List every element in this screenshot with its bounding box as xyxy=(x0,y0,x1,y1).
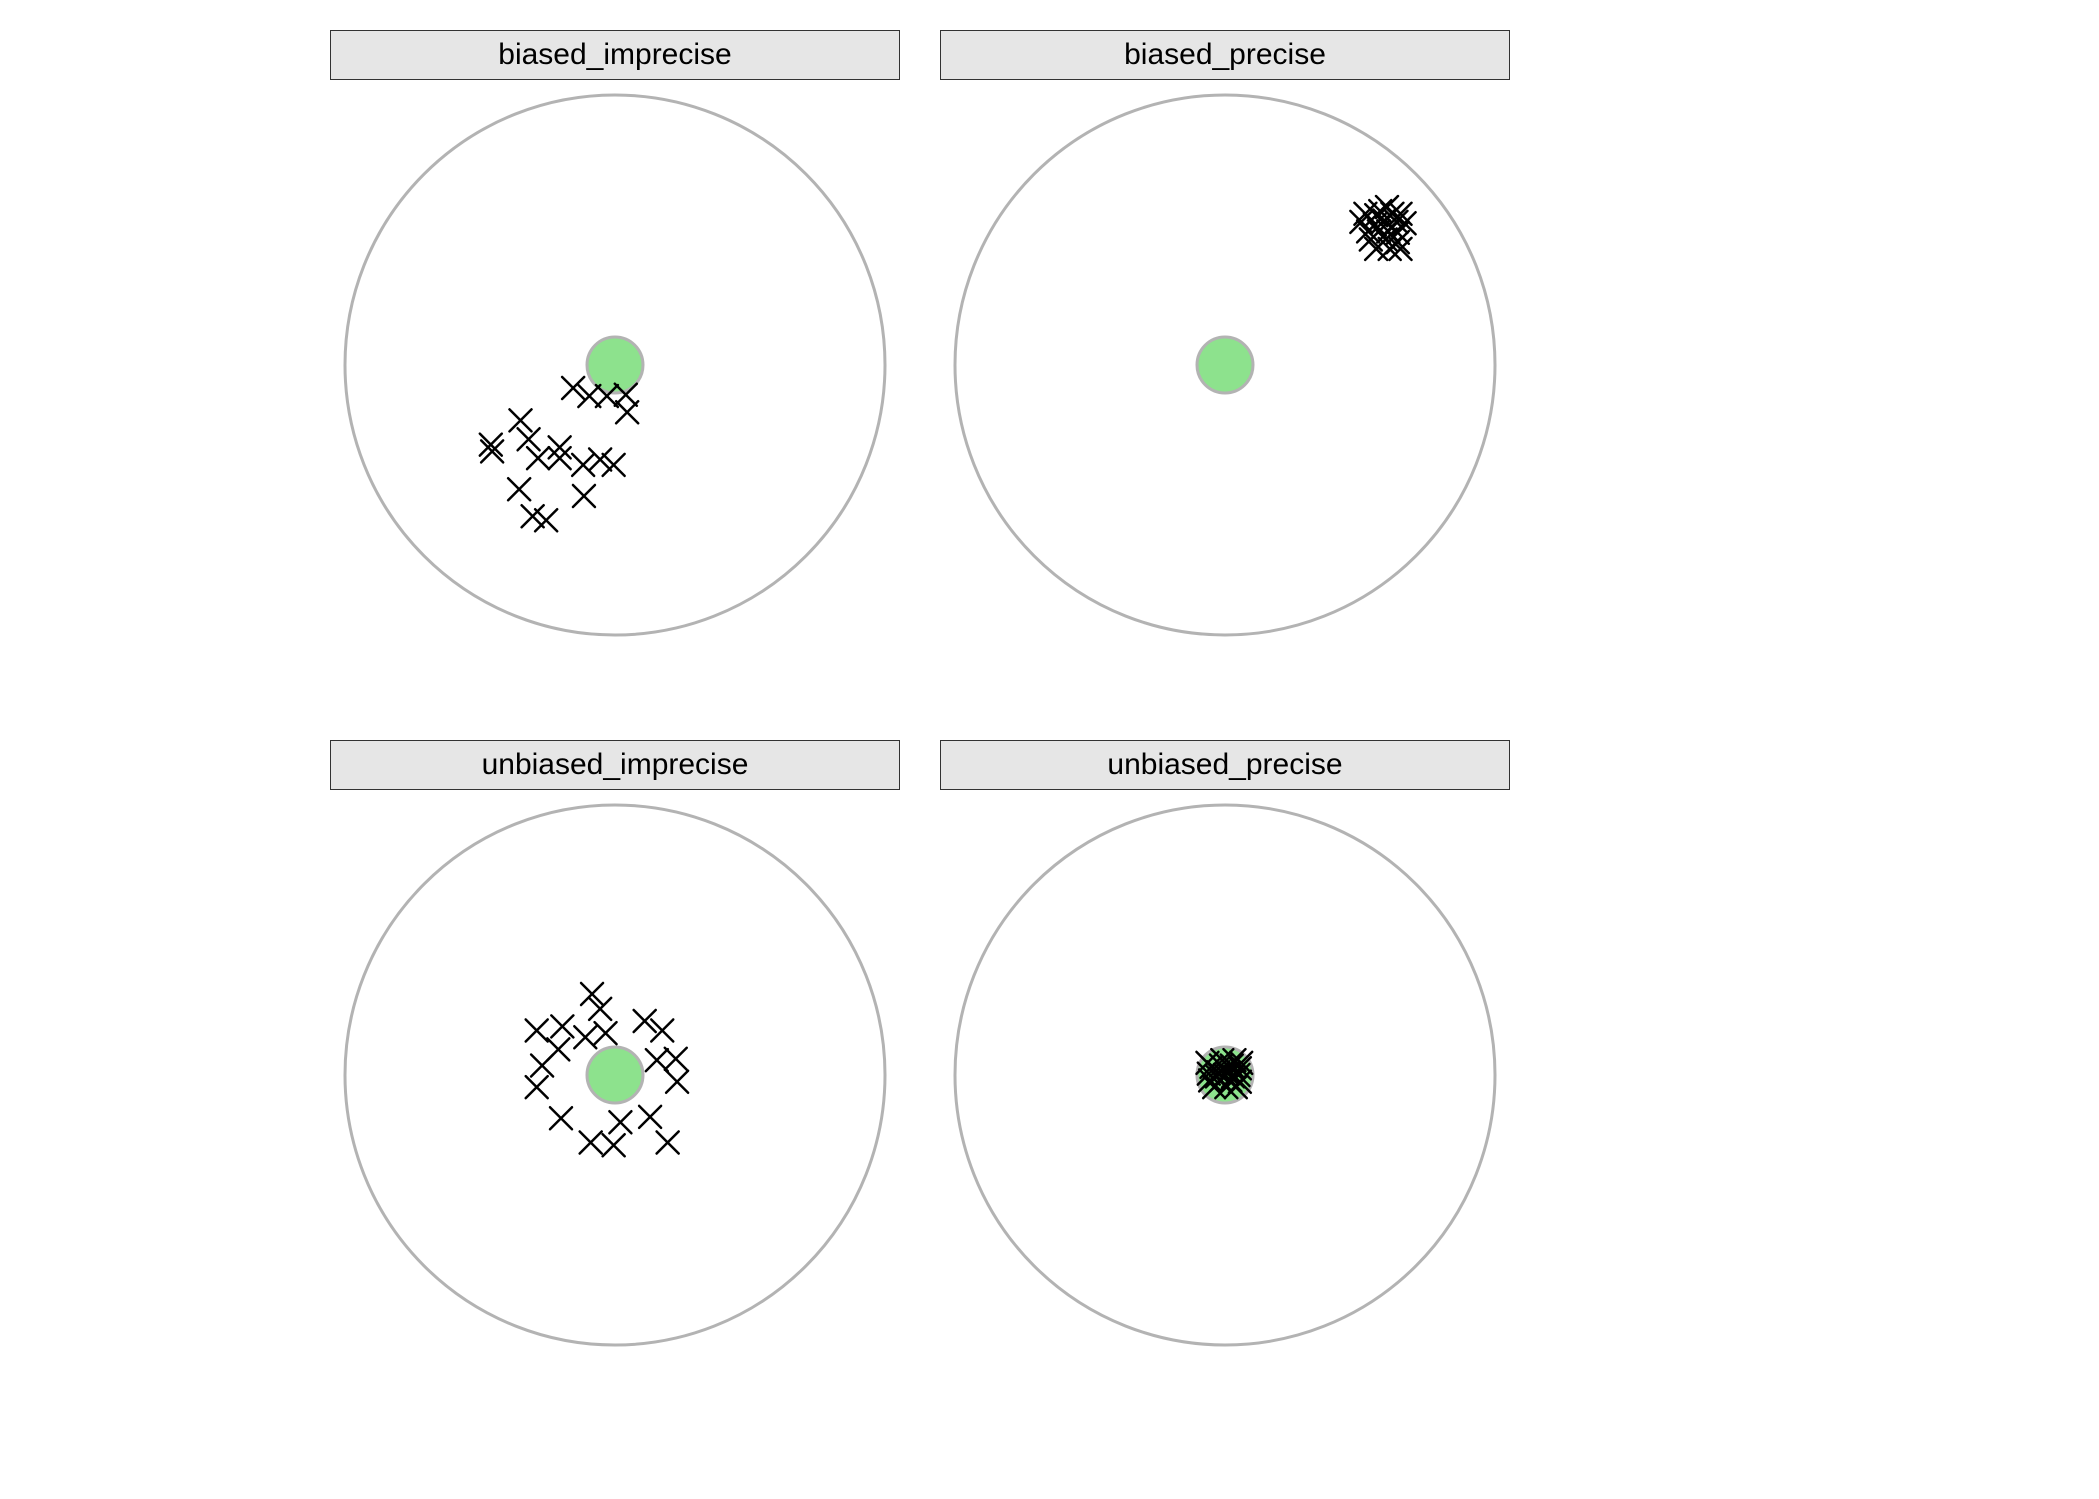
panel-plot-biased_imprecise xyxy=(330,80,900,650)
target-svg xyxy=(330,80,900,650)
panel-label: biased_imprecise xyxy=(498,38,731,72)
target-bullseye xyxy=(587,1047,643,1103)
panel-plot-unbiased_imprecise xyxy=(330,790,900,1360)
panel-plot-unbiased_precise xyxy=(940,790,1510,1360)
target-svg xyxy=(940,80,1510,650)
target-bullseye xyxy=(1197,337,1253,393)
panel-label: unbiased_precise xyxy=(1107,748,1342,782)
panel-strip-unbiased_imprecise: unbiased_imprecise xyxy=(330,740,900,790)
panel-strip-biased_precise: biased_precise xyxy=(940,30,1510,80)
panel-strip-unbiased_precise: unbiased_precise xyxy=(940,740,1510,790)
panel-label: unbiased_imprecise xyxy=(482,748,749,782)
figure-canvas: biased_imprecise xyxy=(0,0,2099,1499)
target-svg xyxy=(330,790,900,1360)
panel-strip-biased_imprecise: biased_imprecise xyxy=(330,30,900,80)
panel-label: biased_precise xyxy=(1124,38,1326,72)
panel-plot-biased_precise xyxy=(940,80,1510,650)
target-svg xyxy=(940,790,1510,1360)
